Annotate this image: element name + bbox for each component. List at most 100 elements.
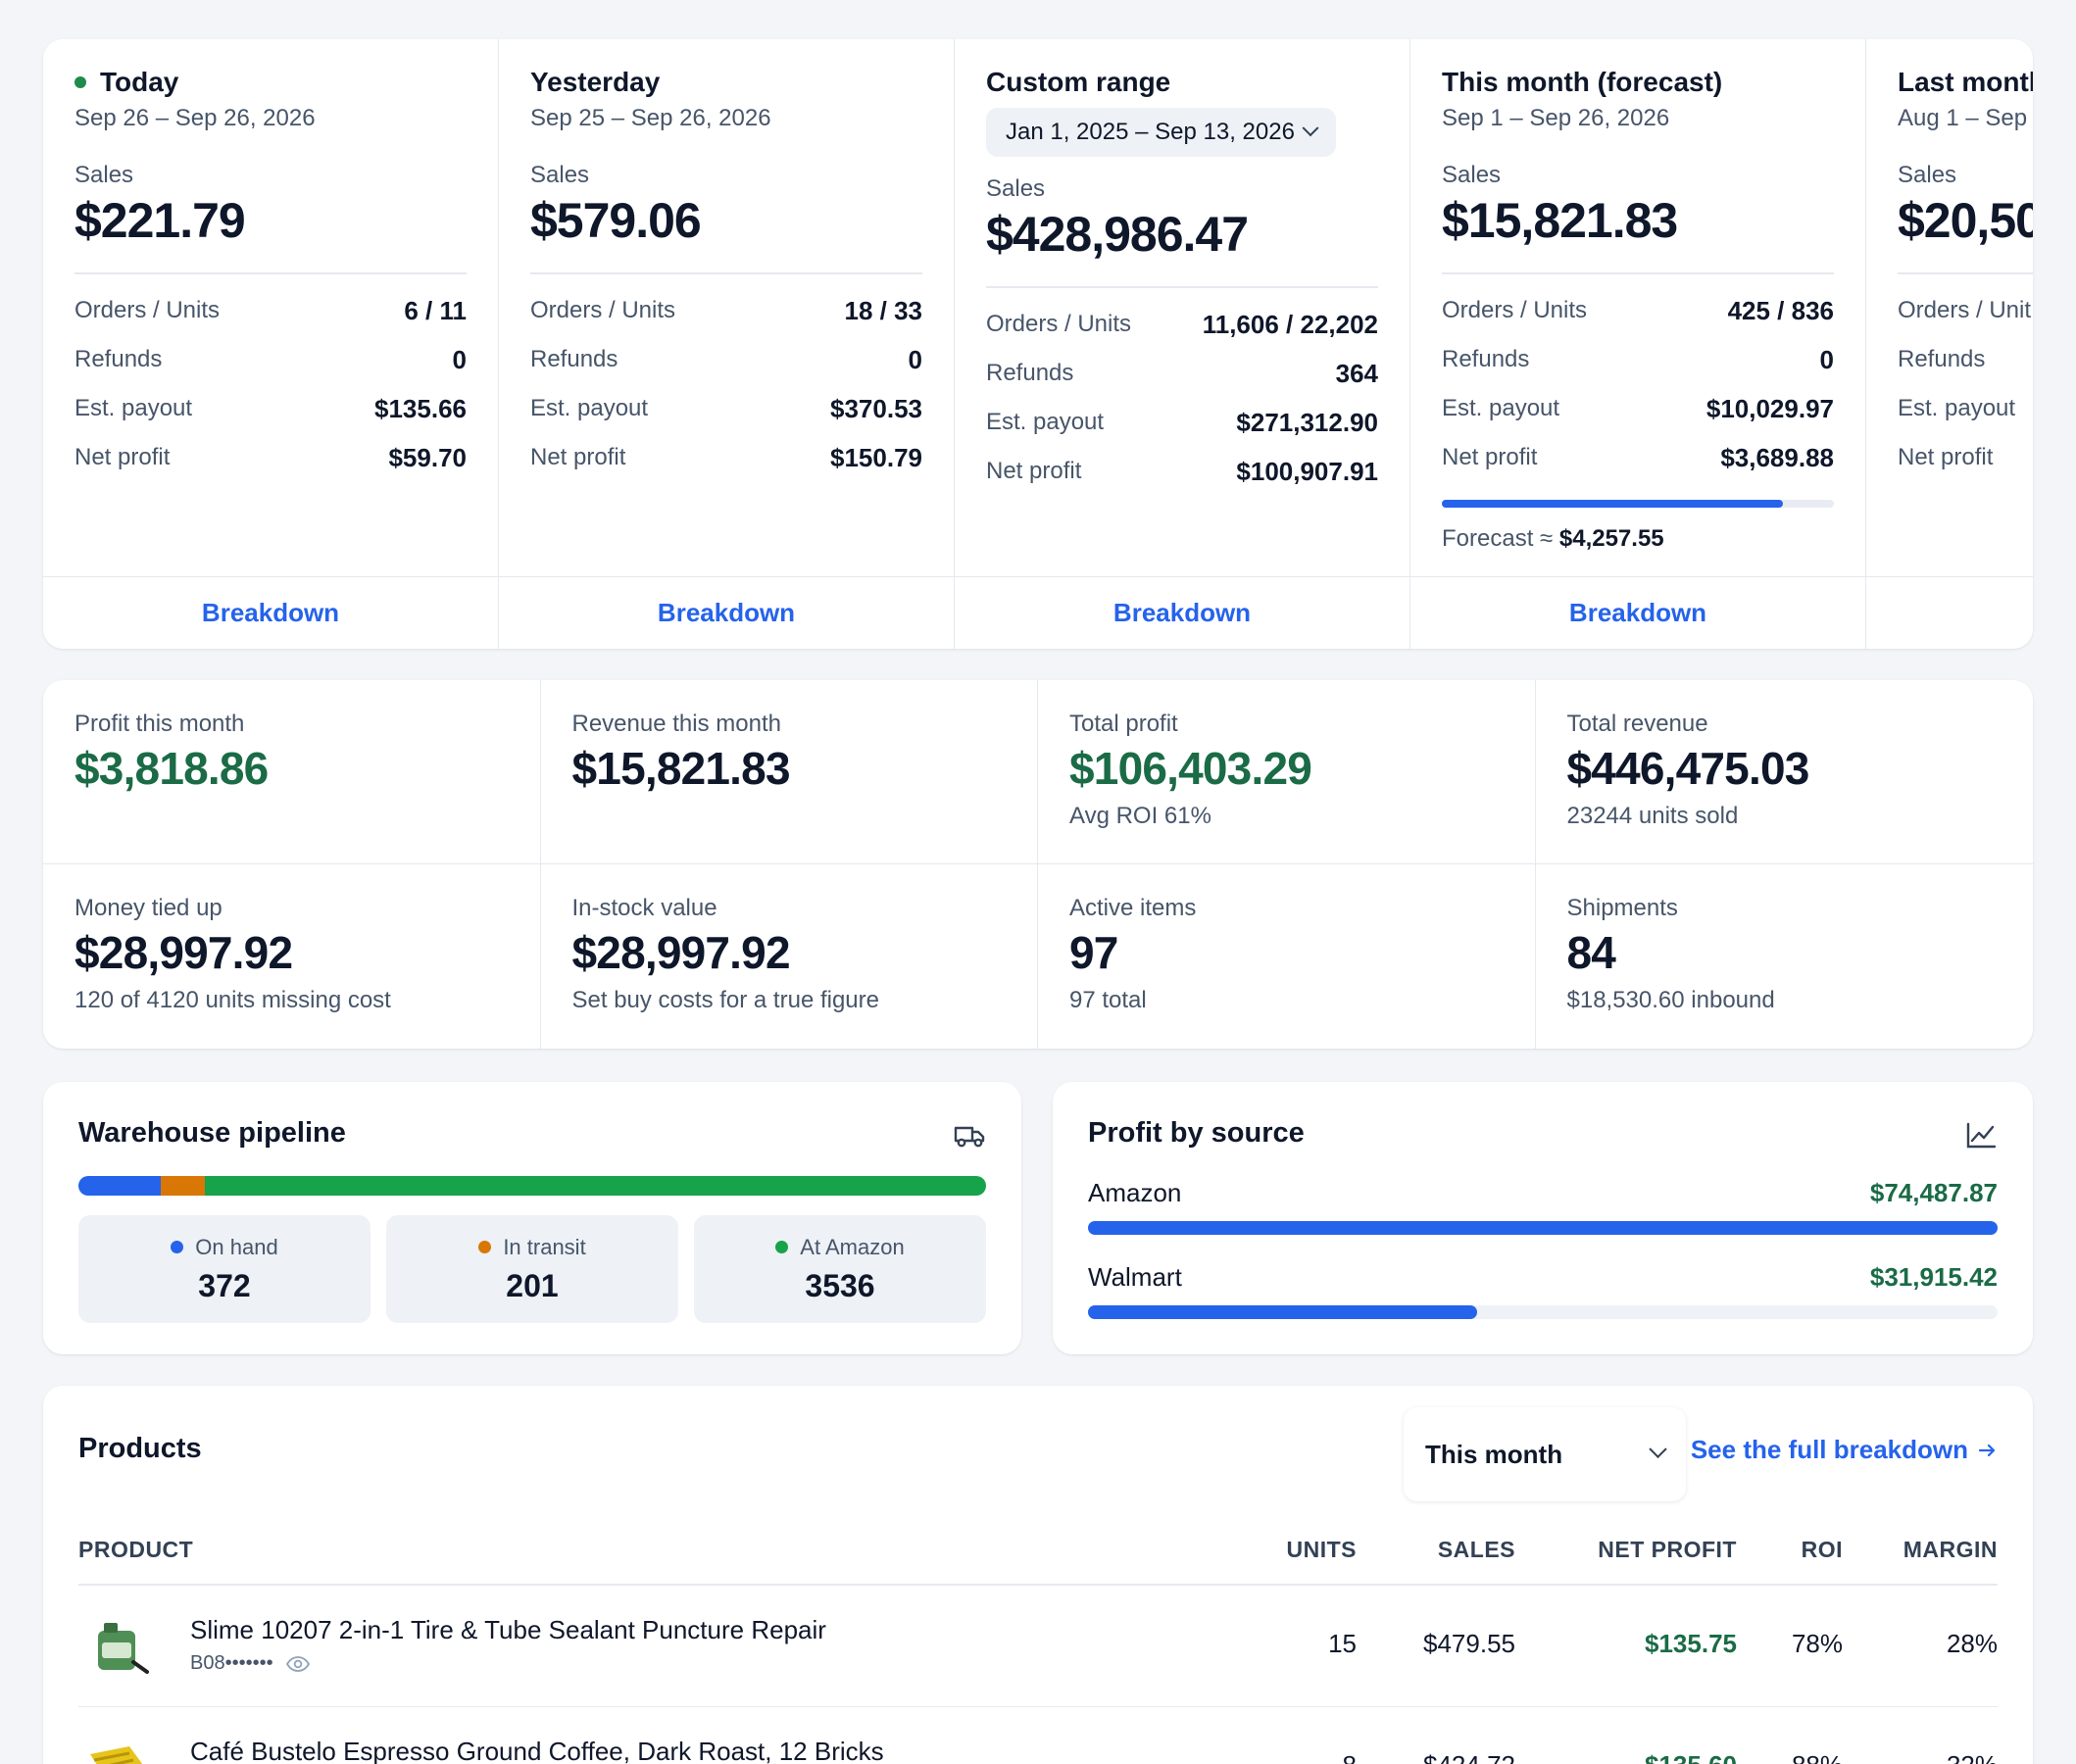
payout-row: Est. payout $271,312.90	[986, 407, 1378, 437]
breakdown-button[interactable]: Breakdown	[43, 576, 498, 649]
net-profit-row: Net profit $59.70	[74, 442, 467, 472]
refunds-row: Refunds 0	[530, 344, 922, 374]
source-row-amazon: Amazon $74,487.87	[1088, 1176, 1998, 1235]
stat-total-profit: Total profit $106,403.29 Avg ROI 61%	[1038, 680, 1536, 864]
stat-revenue-this-month: Revenue this month $15,821.83	[540, 680, 1038, 864]
cell-sales: $424.72	[1423, 1750, 1515, 1764]
source-bar-fill	[1088, 1221, 1998, 1235]
refunds-row: Refunds 0	[74, 344, 467, 374]
forecast-progress-fill	[1442, 500, 1783, 508]
payout-row: Est. payout $135.66	[74, 393, 467, 423]
pipeline-stacked-bar	[78, 1176, 986, 1196]
net-profit-row: Net profit	[1898, 444, 1994, 470]
period-card-this-month: This month (forecast) Sep 1 – Sep 26, 20…	[1410, 39, 1866, 649]
cell-units: 15	[1328, 1629, 1357, 1658]
divider	[530, 272, 922, 274]
period-range: Sep 1 – Sep 26, 2026	[1442, 105, 1670, 131]
column-header-roi[interactable]: ROI	[1801, 1537, 1843, 1562]
sales-label: Sales	[530, 162, 590, 188]
orders-row: Orders / Units 425 / 836	[1442, 295, 1834, 325]
product-thumbnail	[98, 1623, 149, 1674]
divider	[74, 272, 467, 274]
net-profit-row: Net profit $3,689.88	[1442, 442, 1834, 472]
cell-roi: 88%	[1792, 1750, 1843, 1764]
column-header-net-profit[interactable]: NET PROFIT	[1598, 1537, 1737, 1562]
section-title: Profit by source	[1088, 1117, 1305, 1149]
live-dot-icon	[74, 76, 86, 88]
profit-by-source-card: Profit by source Amazon $74,487.87 Walmar…	[1053, 1082, 2033, 1354]
truck-icon[interactable]	[953, 1121, 986, 1151]
chevron-down-icon	[1649, 1440, 1667, 1458]
column-header-margin[interactable]: MARGIN	[1903, 1537, 1998, 1562]
product-name[interactable]: Café Bustelo Espresso Ground Coffee, Dar…	[190, 1737, 884, 1764]
source-amount: $74,487.87	[1869, 1178, 1998, 1207]
table-header: PRODUCT UNITS SALES NET PROFIT ROI MARGI…	[78, 1517, 1998, 1586]
orders-row: Orders / Unit	[1898, 297, 2032, 323]
period-range: Sep 26 – Sep 26, 2026	[74, 105, 316, 131]
payout-row: Est. payout $370.53	[530, 393, 922, 423]
section-title: Products	[78, 1433, 202, 1464]
tile-in-transit[interactable]: In transit 201	[386, 1215, 678, 1323]
stat-profit-this-month: Profit this month $3,818.86	[43, 680, 541, 864]
warehouse-pipeline-card: Warehouse pipeline On hand 372 In transi…	[43, 1082, 1021, 1354]
source-name: Amazon	[1088, 1178, 1182, 1207]
source-amount: $31,915.42	[1869, 1262, 1998, 1292]
period-card-custom-range: Custom range Jan 1, 2025 – Sep 13, 2026 …	[955, 39, 1410, 649]
breakdown-button[interactable]: Breakdown	[955, 576, 1409, 649]
stat-in-stock-value: In-stock value $28,997.92 Set buy costs …	[541, 864, 1038, 1049]
section-title: Warehouse pipeline	[78, 1117, 346, 1149]
pipeline-segment-in-transit	[160, 1176, 206, 1196]
cell-net-profit: $135.75	[1645, 1629, 1737, 1658]
sales-label: Sales	[986, 175, 1046, 202]
stat-shipments: Shipments 84 $18,530.60 inbound	[1566, 895, 1775, 1013]
forecast-progress-bar	[1442, 500, 1834, 508]
refunds-row: Refunds 0	[1442, 344, 1834, 374]
sales-value: $20,50	[1898, 193, 2033, 248]
column-header-units[interactable]: UNITS	[1286, 1537, 1357, 1562]
period-card-today: Today Sep 26 – Sep 26, 2026 Sales $221.7…	[43, 39, 499, 649]
chevron-down-icon	[1302, 120, 1319, 137]
column-header-sales[interactable]: SALES	[1437, 1537, 1515, 1562]
line-chart-icon[interactable]	[1964, 1121, 1998, 1151]
full-breakdown-link[interactable]: See the full breakdown	[1691, 1435, 1998, 1465]
period-card-yesterday: Yesterday Sep 25 – Sep 26, 2026 Sales $5…	[499, 39, 955, 649]
sales-value: $428,986.47	[986, 207, 1249, 262]
payout-row: Est. payout	[1898, 395, 2016, 421]
table-row[interactable]: Slime 10207 2-in-1 Tire & Tube Sealant P…	[78, 1586, 1998, 1707]
orders-row: Orders / Units 6 / 11	[74, 295, 467, 325]
source-bar-fill	[1088, 1305, 1478, 1319]
refunds-row: Refunds	[1898, 346, 1986, 372]
breakdown-button[interactable]: Breakdown	[499, 576, 954, 649]
eye-icon[interactable]	[285, 1655, 311, 1673]
tile-at-amazon[interactable]: At Amazon 3536	[694, 1215, 986, 1323]
divider	[986, 286, 1378, 288]
breakdown-button[interactable]: B	[1866, 576, 2033, 649]
cell-margin: 28%	[1946, 1629, 1998, 1658]
period-select[interactable]: This month	[1404, 1407, 1686, 1501]
on-hand-dot-icon	[171, 1241, 184, 1253]
breakdown-button[interactable]: Breakdown	[1410, 576, 1865, 649]
pipeline-tiles: On hand 372 In transit 201 At Amazon 353…	[78, 1215, 986, 1323]
date-range-picker[interactable]: Jan 1, 2025 – Sep 13, 2026	[986, 108, 1336, 157]
column-header-product[interactable]: PRODUCT	[78, 1537, 194, 1562]
stat-active-items: Active items 97 97 total	[1038, 864, 1536, 1049]
source-name: Walmart	[1088, 1262, 1182, 1292]
cell-margin: 32%	[1947, 1750, 1998, 1764]
sales-value: $579.06	[530, 193, 702, 248]
forecast-text: Forecast ≈ $4,257.55	[1442, 525, 1664, 552]
period-summary-strip: Today Sep 26 – Sep 26, 2026 Sales $221.7…	[43, 39, 2033, 649]
sales-value: $15,821.83	[1442, 193, 1678, 248]
sales-label: Sales	[1898, 162, 1957, 188]
source-row-walmart: Walmart $31,915.42	[1088, 1260, 1998, 1319]
table-row[interactable]: Café Bustelo Espresso Ground Coffee, Dar…	[78, 1707, 1998, 1764]
product-thumbnail	[90, 1746, 143, 1764]
divider	[1442, 272, 1834, 274]
pipeline-segment-on-hand	[78, 1176, 161, 1196]
product-name[interactable]: Slime 10207 2-in-1 Tire & Tube Sealant P…	[190, 1615, 826, 1644]
payout-row: Est. payout $10,029.97	[1442, 393, 1834, 423]
tile-on-hand[interactable]: On hand 372	[78, 1215, 371, 1323]
arrow-right-icon	[1978, 1444, 1996, 1456]
cell-roi: 78%	[1791, 1629, 1843, 1658]
source-bar-track	[1088, 1305, 1998, 1319]
period-title: This month (forecast)	[1442, 67, 1723, 97]
